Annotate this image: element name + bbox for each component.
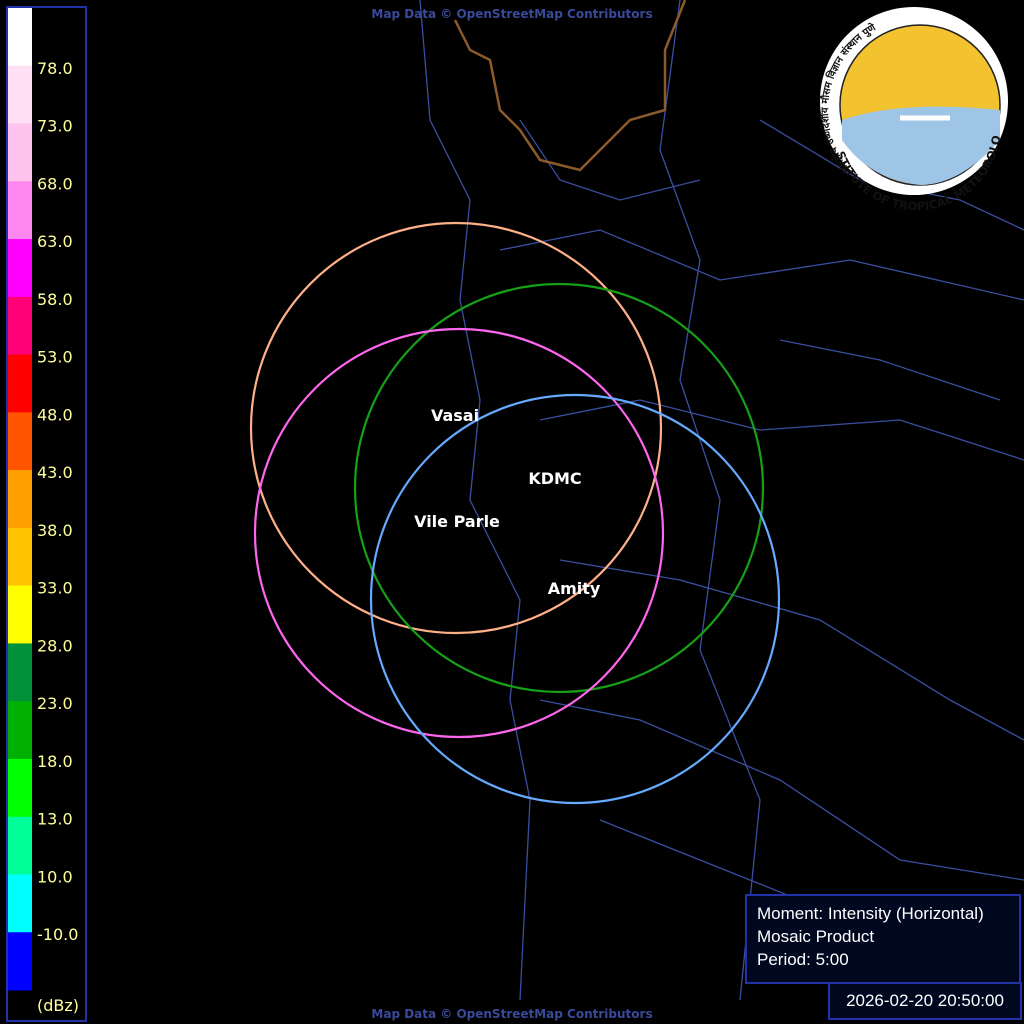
river <box>559 559 1024 741</box>
legend-swatch <box>8 354 32 413</box>
legend-label: 53.0 <box>37 348 73 367</box>
station-label: Vile Parle <box>414 512 500 531</box>
legend-swatch <box>8 758 32 818</box>
legend-unit: (dBz) <box>37 996 79 1015</box>
legend-swatch <box>8 181 32 240</box>
legend-label: 23.0 <box>37 694 73 713</box>
river <box>659 0 761 1001</box>
logo-sea <box>842 106 1000 185</box>
legend-label: 38.0 <box>37 521 73 540</box>
legend-swatch <box>8 65 32 125</box>
legend-swatch <box>8 470 32 529</box>
station-label: Vasai <box>431 406 479 425</box>
legend-label: -10.0 <box>37 925 78 944</box>
legend-swatch <box>8 123 32 182</box>
river <box>519 119 701 201</box>
legend-frame <box>6 6 87 1022</box>
river <box>419 0 531 1001</box>
legend-swatch <box>8 816 32 875</box>
legend-label: 58.0 <box>37 290 73 309</box>
legend-label: 68.0 <box>37 174 73 193</box>
legend-label: 33.0 <box>37 579 73 598</box>
legend-swatch <box>8 8 32 67</box>
radar-ranges <box>249 221 781 805</box>
legend-label: 28.0 <box>37 636 73 655</box>
legend-label: 48.0 <box>37 405 73 424</box>
info-period: Period: 5:00 <box>757 950 849 969</box>
legend-label: 10.0 <box>37 867 73 886</box>
legend-label: 73.0 <box>37 117 73 136</box>
legend: 78.0 73.0 68.0 63.0 58.0 53.0 48.0 43.0 38.0 33.0… <box>8 8 79 1015</box>
legend-swatch <box>8 412 32 471</box>
range-ring <box>253 327 665 739</box>
river <box>779 339 1001 401</box>
logo: भारतीय उष्णदेशीय मौसम विज्ञान संस्थान पु… <box>0 0 1008 213</box>
legend-label: 13.0 <box>37 810 73 829</box>
legend-swatch <box>8 874 32 933</box>
timestamp-box: 2026-02-20 20:50:00 <box>828 982 1022 1020</box>
info-product: Mosaic Product <box>757 927 875 946</box>
range-ring <box>353 282 765 694</box>
legend-swatch <box>8 296 32 356</box>
boundary <box>453 0 687 172</box>
legend-swatch <box>8 527 32 587</box>
attribution: Map Data © OpenStreetMap Contributors <box>371 7 652 21</box>
legend-swatch <box>8 643 32 702</box>
legend-swatch <box>8 701 32 760</box>
legend-label: 78.0 <box>37 59 73 78</box>
timestamp: 2026-02-20 20:50:00 <box>846 991 1004 1010</box>
range-ring <box>249 221 663 635</box>
legend-label: 63.0 <box>37 232 73 251</box>
rivers <box>419 0 1024 1001</box>
legend-label: 18.0 <box>37 752 73 771</box>
river <box>499 229 1024 301</box>
info-moment: Moment: Intensity (Horizontal) <box>757 904 984 923</box>
river <box>539 699 1024 881</box>
info-box: Moment: Intensity (Horizontal) Mosaic Pr… <box>745 894 1021 984</box>
river <box>539 399 1024 461</box>
station-label: KDMC <box>528 469 581 488</box>
range-ring <box>369 393 781 805</box>
legend-label: 43.0 <box>37 463 73 482</box>
legend-swatch <box>8 932 32 991</box>
station-label: Amity <box>548 579 601 598</box>
attribution: Map Data © OpenStreetMap Contributors <box>371 1007 652 1021</box>
legend-swatch <box>8 239 32 298</box>
legend-swatch <box>8 585 32 644</box>
